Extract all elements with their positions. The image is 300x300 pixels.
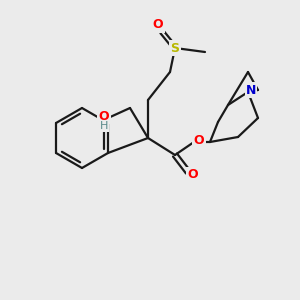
Text: O: O (188, 169, 198, 182)
Text: O: O (99, 110, 109, 122)
Text: H: H (100, 121, 108, 131)
Text: N: N (246, 83, 256, 97)
Text: O: O (153, 19, 163, 32)
Text: O: O (194, 134, 204, 146)
Text: S: S (170, 41, 179, 55)
